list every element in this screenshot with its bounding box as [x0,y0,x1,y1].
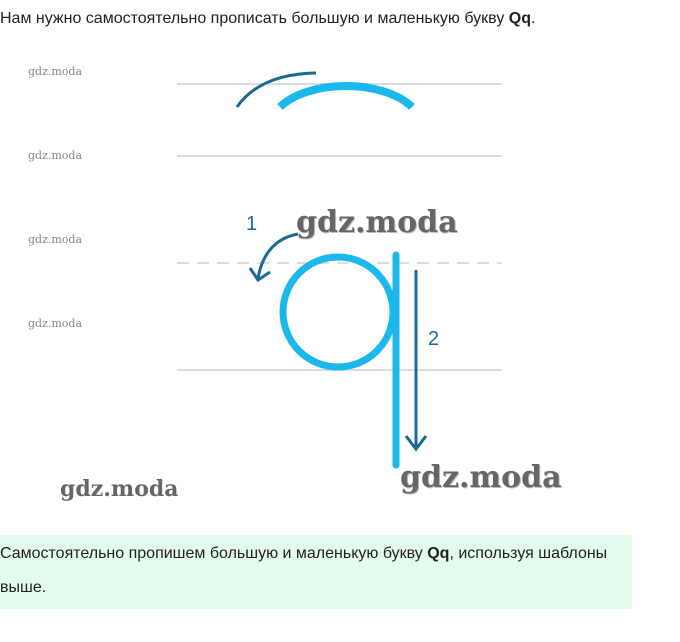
stroke-1-arrow [248,232,299,283]
watermark: gdz.moda [400,460,562,495]
capital-q-arrow-arc [235,71,317,108]
intro-text: Нам нужно самостоятельно прописать больш… [0,8,535,30]
watermark: gdz.moda [28,317,83,330]
letter-q-bowl [279,253,397,371]
note-end: , используя шаблоны выше. [0,545,608,596]
step-2-label: 2 [428,328,439,350]
watermark: gdz.moda [28,233,83,246]
intro-text-body: Нам нужно самостоятельно прописать больш… [0,10,509,27]
step-1-label: 1 [246,213,257,235]
note-box: Самостоятельно пропишем большую и малень… [0,535,632,609]
capital-q-arc [277,82,415,110]
watermark: gdz.moda [60,476,179,502]
watermark: gdz.moda [296,205,458,240]
stroke-2-arrow [404,270,428,452]
watermark: gdz.moda [28,149,83,162]
intro-end: . [531,10,536,27]
note-text: Самостоятельно пропишем большую и малень… [0,545,428,562]
note-bold: Qq [427,545,450,562]
watermark: gdz.moda [28,65,83,78]
intro-bold: Qq [508,10,531,27]
